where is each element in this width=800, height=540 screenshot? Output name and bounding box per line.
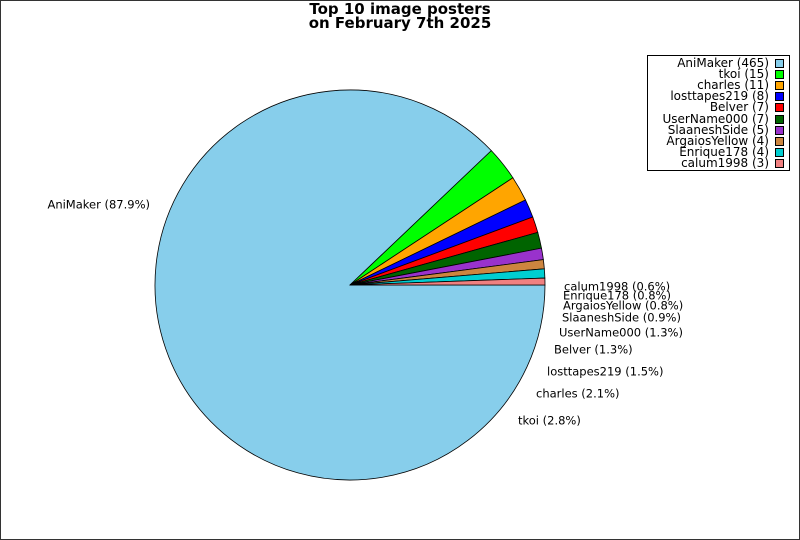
legend-label: Enrique178 (4) <box>679 144 769 159</box>
legend-item-slaaneshside: SlaaneshSide (5) <box>648 122 784 137</box>
legend-swatch <box>775 136 784 146</box>
slice-label-enrique178: Enrique178 (0.8%) <box>563 289 671 303</box>
legend-label: ArgaiosYellow (4) <box>666 133 769 148</box>
legend-swatch <box>775 147 784 157</box>
legend-swatch <box>775 92 784 102</box>
legend-swatch <box>775 158 784 168</box>
pie-slices <box>154 89 546 481</box>
legend-label: losttapes219 (8) <box>670 89 769 104</box>
slice-label-animaker: AniMaker (87.9%) <box>47 198 150 212</box>
legend-swatch <box>775 81 784 91</box>
legend-label: tkoi (15) <box>718 67 769 82</box>
slice-label-slaaneshside: SlaaneshSide (0.9%) <box>562 311 681 325</box>
pie-slice-calum1998 <box>349 277 546 286</box>
legend-item-tkoi: tkoi (15) <box>648 67 784 82</box>
legend-label: AniMaker (465) <box>677 56 769 71</box>
slice-label-charles: charles (2.1%) <box>536 387 620 401</box>
legend-label: Belver (7) <box>709 100 769 115</box>
legend-label: calum1998 (3) <box>681 155 769 170</box>
slice-label-belver: Belver (1.3%) <box>554 343 633 357</box>
slice-label-username000: UserName000 (1.3%) <box>559 326 683 340</box>
legend-item-losttapes219: losttapes219 (8) <box>648 89 784 104</box>
chart-title-line-2: on February 7th 2025 <box>308 14 492 32</box>
legend-swatch <box>775 103 784 113</box>
legend-item-calum1998: calum1998 (3) <box>648 155 784 170</box>
legend-swatch <box>775 125 784 135</box>
legend-swatch <box>775 59 784 69</box>
legend-item-enrique178: Enrique178 (4) <box>648 144 784 159</box>
legend-label: UserName000 (7) <box>662 111 769 126</box>
legend-label: charles (11) <box>697 78 769 93</box>
legend-swatch <box>775 70 784 80</box>
legend-item-animaker: AniMaker (465) <box>648 56 784 71</box>
chart-title: Top 10 image posters on February 7th 202… <box>0 0 800 32</box>
slice-label-losttapes219: losttapes219 (1.5%) <box>547 365 663 379</box>
legend-item-charles: charles (11) <box>648 78 784 93</box>
slice-label-tkoi: tkoi (2.8%) <box>518 414 581 428</box>
slice-label-argaiosyellow: ArgaiosYellow (0.8%) <box>563 299 683 313</box>
legend-item-argaiosyellow: ArgaiosYellow (4) <box>648 133 784 148</box>
chart-title-line-1: Top 10 image posters <box>309 0 491 18</box>
legend-swatch <box>775 114 784 124</box>
legend-label: SlaaneshSide (5) <box>667 122 769 137</box>
slice-label-calum1998: calum1998 (0.6%) <box>564 280 670 294</box>
pie-slice-labels: AniMaker (87.9%) tkoi (2.8%) charles (2.1%… <box>47 198 683 428</box>
legend: AniMaker (465) tkoi (15) charles (11) lostt… <box>647 55 790 171</box>
legend-item-username000: UserName000 (7) <box>648 111 784 126</box>
legend-item-belver: Belver (7) <box>648 100 784 115</box>
